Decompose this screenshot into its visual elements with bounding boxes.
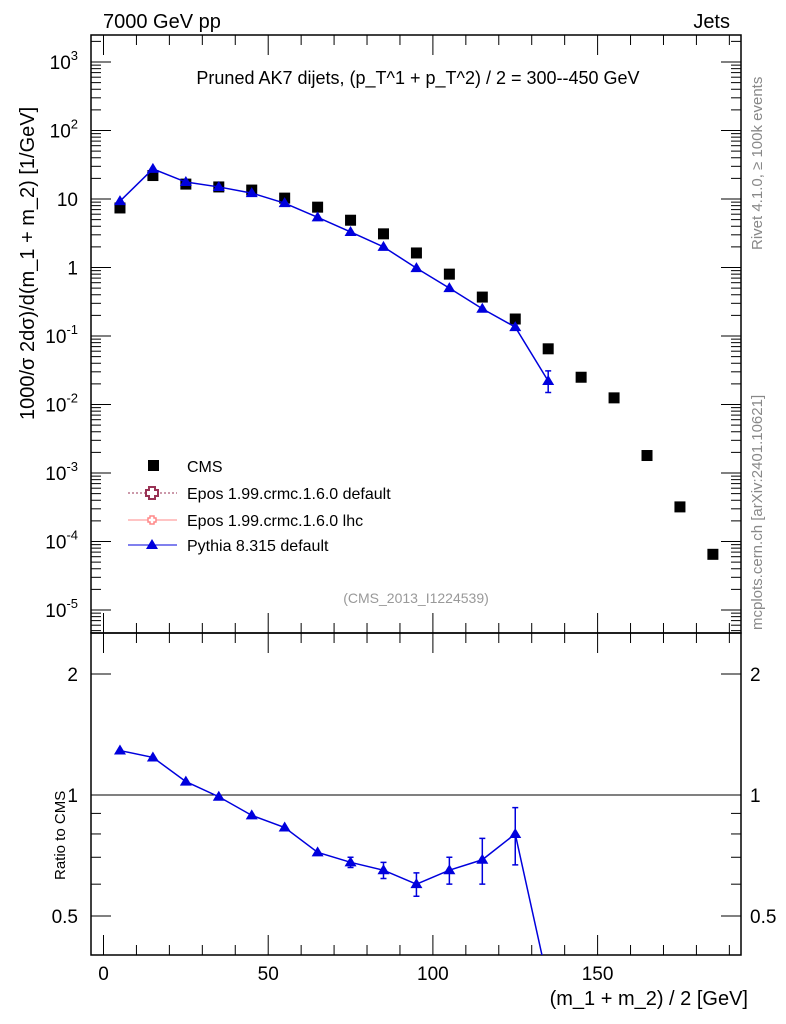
pythia-point xyxy=(476,302,489,313)
ratio-pythia-point xyxy=(377,864,390,875)
y-tick-label: 10-1 xyxy=(45,322,78,348)
ratio-pythia-point xyxy=(476,853,489,864)
pythia-point xyxy=(113,195,126,206)
cms-point xyxy=(377,228,389,240)
y-tick-label: 102 xyxy=(50,117,78,143)
y-tick-label: 10-3 xyxy=(45,459,78,485)
legend-label: CMS xyxy=(187,459,223,476)
cms-point xyxy=(114,202,126,214)
pythia-point xyxy=(344,225,357,236)
ratio-y-tick-label: 0.5 xyxy=(750,907,776,928)
pythia-line xyxy=(119,168,549,382)
legend: CMS Epos 1.99.crmc.1.6.0 default Epos 1.… xyxy=(128,459,391,555)
ratio-pythia-point xyxy=(245,809,258,820)
cms-point xyxy=(312,201,324,213)
legend-label: Epos 1.99.crmc.1.6.0 lhc xyxy=(187,513,363,530)
cms-point xyxy=(410,247,422,259)
ratio-y-tick-label: 1 xyxy=(750,786,761,807)
analysis-annotation: (CMS_2013_I1224539) xyxy=(343,590,489,606)
pythia-point xyxy=(212,180,225,191)
mcplots-label: mcplots.cern.ch [arXiv:2401.10621] xyxy=(749,395,766,630)
pythia-point xyxy=(278,197,291,208)
ratio-pythia-point xyxy=(311,846,324,857)
cms-point xyxy=(707,548,719,560)
pythia-point xyxy=(509,321,522,332)
ratio-pythia-point xyxy=(146,751,159,762)
legend-label: Pythia 8.315 default xyxy=(187,538,329,555)
cms-point xyxy=(476,291,488,303)
ratio-pythia-line xyxy=(119,749,543,955)
pythia-point xyxy=(410,262,423,273)
legend-pythia-marker xyxy=(146,539,158,549)
y-tick-label: 103 xyxy=(50,48,78,74)
pythia-point xyxy=(377,240,390,251)
cms-point xyxy=(542,343,554,355)
pythia-point xyxy=(179,176,192,187)
pythia-point xyxy=(443,282,456,293)
x-tick-label: 0 xyxy=(98,964,109,985)
ratio-pythia-point xyxy=(344,856,357,867)
ratio-pythia-point xyxy=(212,790,225,801)
y-axis-label: 1000/σ 2dσ)/d(m_1 + m_2) [1/GeV] xyxy=(17,107,39,420)
x-axis-label: (m_1 + m_2) / 2 [GeV] xyxy=(550,988,748,1010)
pythia-point xyxy=(245,187,258,198)
ratio-y-tick-label: 0.5 xyxy=(52,907,78,928)
ratio-y-tick-label: 2 xyxy=(750,665,761,686)
legend-epos-default-marker xyxy=(145,486,159,500)
y-tick-label: 10-4 xyxy=(45,528,78,554)
ratio-frame xyxy=(90,632,742,956)
pythia-point xyxy=(542,375,555,386)
x-tick-label: 100 xyxy=(417,964,449,985)
ratio-pythia-point xyxy=(410,878,423,889)
cms-point xyxy=(674,501,686,513)
rivet-label: Rivet 4.1.0, ≥ 100k events xyxy=(749,77,766,250)
legend-epos-lhc-marker xyxy=(147,515,157,525)
ratio-pythia-point xyxy=(113,744,126,755)
y-tick-label: 10-2 xyxy=(45,391,78,417)
pythia-point xyxy=(311,211,324,222)
ratio-pythia-point xyxy=(443,864,456,875)
x-tick-label: 150 xyxy=(582,964,614,985)
ratio-y-tick-label: 1 xyxy=(67,786,78,807)
ratio-y-axis-label: Ratio to CMS xyxy=(52,791,69,880)
y-tick-label: 1 xyxy=(67,259,78,280)
header-right: Jets xyxy=(693,11,730,33)
cms-point xyxy=(443,268,455,280)
cms-point xyxy=(345,214,357,226)
y-tick-label: 10-5 xyxy=(45,596,78,622)
legend-cms-marker xyxy=(148,460,159,471)
legend-label: Epos 1.99.crmc.1.6.0 default xyxy=(187,486,391,503)
cms-point xyxy=(147,170,159,182)
pythia-point xyxy=(146,162,159,173)
ratio-y-tick-label: 2 xyxy=(67,665,78,686)
ratio-pythia-point xyxy=(179,775,192,786)
chart-title: Pruned AK7 dijets, (p_T^1 + p_T^2) / 2 =… xyxy=(196,68,639,89)
cms-point xyxy=(608,392,620,404)
header-left: 7000 GeV pp xyxy=(103,11,221,33)
cms-point xyxy=(575,371,587,383)
ratio-pythia-point xyxy=(278,821,291,832)
cms-point xyxy=(509,313,521,325)
x-tick-label: 50 xyxy=(258,964,279,985)
y-tick-label: 10 xyxy=(57,190,78,211)
cms-point xyxy=(641,450,653,462)
ratio-pythia-point xyxy=(509,827,522,838)
